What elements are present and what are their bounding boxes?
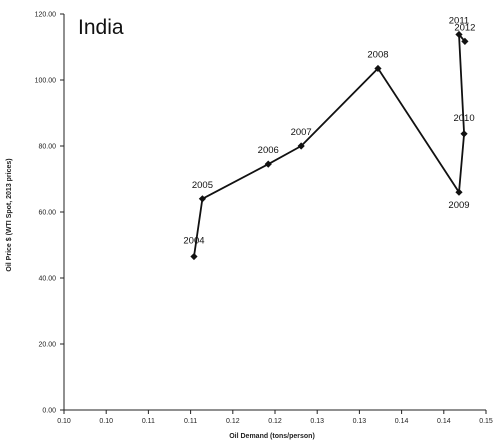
point-label-2012: 2012 xyxy=(454,22,475,33)
y-tick-label: 20.00 xyxy=(38,342,56,349)
x-tick-label: 0.13 xyxy=(310,418,324,425)
x-tick-label: 0.12 xyxy=(268,418,282,425)
x-tick-label: 0.11 xyxy=(184,418,197,425)
y-tick-label: 100.00 xyxy=(35,78,57,85)
x-tick-label: 0.14 xyxy=(395,418,409,425)
point-label-2010: 2010 xyxy=(453,113,474,124)
point-label-2009: 2009 xyxy=(448,200,469,211)
x-tick-label: 0.14 xyxy=(437,418,451,425)
point-label-2006: 2006 xyxy=(258,145,279,156)
x-tick-label: 0.10 xyxy=(99,418,113,425)
x-tick-label: 0.10 xyxy=(57,418,71,425)
point-label-2004: 2004 xyxy=(183,236,204,247)
data-point-2005 xyxy=(199,195,206,202)
chart-title: India xyxy=(78,16,124,39)
data-point-2006 xyxy=(265,161,272,168)
y-tick-label: 40.00 xyxy=(38,276,56,283)
x-tick-label: 0.15 xyxy=(479,418,493,425)
data-point-2004 xyxy=(190,253,197,260)
y-axis-title: Oil Price $ (WTI Spot, 2013 prices) xyxy=(6,158,13,271)
y-axis-ticks: 0.00 20.00 40.00 60.00 80.00 100.00 120.00 xyxy=(35,12,64,415)
x-tick-label: 0.13 xyxy=(353,418,367,425)
x-axis-ticks: 0.10 0.10 0.11 0.11 0.12 0.12 0.13 0.13 0.14 0.14… xyxy=(57,410,493,425)
x-tick-label: 0.12 xyxy=(226,418,240,425)
chart-axes xyxy=(64,14,486,410)
y-tick-label: 60.00 xyxy=(38,210,56,217)
series-line-group xyxy=(194,35,465,257)
point-label-2005: 2005 xyxy=(192,180,213,191)
data-markers xyxy=(190,31,468,260)
point-label-2007: 2007 xyxy=(291,127,312,138)
series-line xyxy=(194,35,465,257)
point-label-2008: 2008 xyxy=(367,49,388,60)
y-tick-label: 0.00 xyxy=(42,408,56,415)
x-tick-label: 0.11 xyxy=(142,418,155,425)
y-tick-label: 80.00 xyxy=(38,144,56,151)
data-point-2010 xyxy=(460,130,467,137)
x-axis-title: Oil Demand (tons/person) xyxy=(229,433,315,440)
y-tick-label: 120.00 xyxy=(35,12,57,19)
